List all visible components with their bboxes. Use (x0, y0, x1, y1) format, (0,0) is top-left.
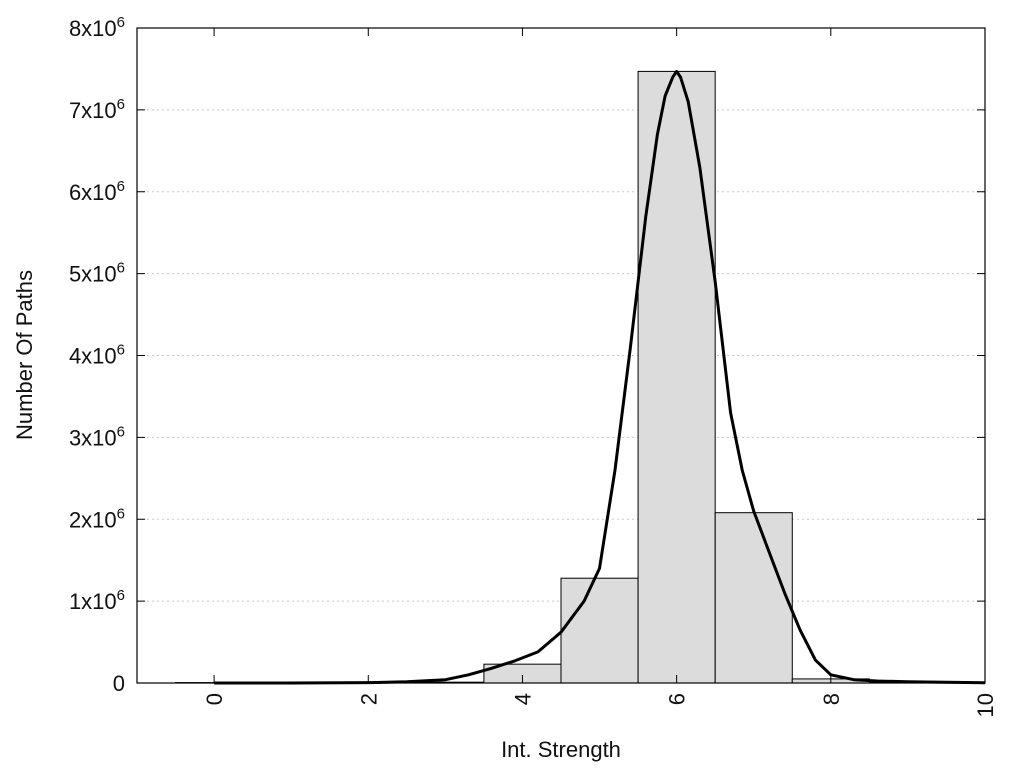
grid-lines (137, 109, 985, 602)
y-axis-ticks: 0 1x106 2x106 3x106 4x106 5x106 6x106 7x106 8x10… (69, 14, 985, 696)
x-tick-label: 4 (510, 693, 535, 705)
x-tick-label: 0 (202, 693, 227, 705)
histogram-bar (560, 577, 639, 684)
x-tick-label: 10 (973, 693, 998, 717)
y-tick-label: 8x106 (69, 14, 125, 41)
x-tick-label: 8 (819, 693, 844, 705)
x-axis-label: Int. Strength (501, 737, 621, 762)
fit-curve (214, 69, 986, 685)
y-tick-label: 5x106 (69, 260, 125, 287)
x-tick-label: 6 (665, 693, 690, 705)
y-tick-label: 2x106 (69, 505, 125, 532)
y-tick-label: 0 (113, 671, 125, 696)
y-axis-label: Number Of Paths (12, 270, 37, 440)
y-tick-label: 1x106 (69, 587, 125, 614)
y-tick-label: 7x106 (69, 96, 125, 123)
histogram-bar (637, 70, 716, 684)
x-tick-label: 2 (356, 693, 381, 705)
histogram-bars (175, 70, 986, 684)
x-axis-ticks: 0 2 4 6 8 10 (202, 28, 998, 717)
y-tick-label: 6x106 (69, 178, 125, 205)
y-tick-label: 3x106 (69, 423, 125, 450)
y-tick-label: 4x106 (69, 342, 125, 369)
histogram-bar (714, 512, 793, 684)
